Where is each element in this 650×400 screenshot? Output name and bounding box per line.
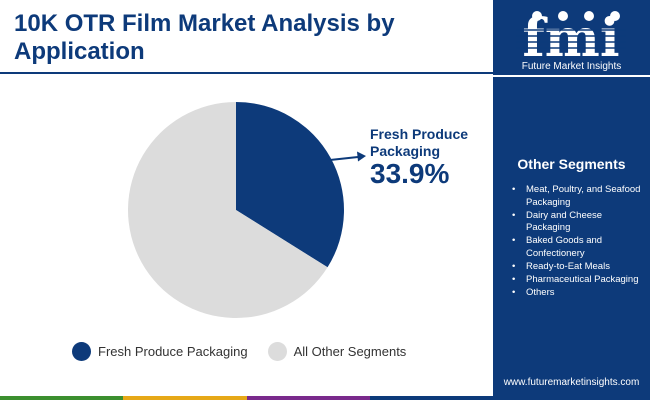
- other-segments-heading: Other Segments: [517, 156, 626, 172]
- legend-label-fresh-produce: Fresh Produce Packaging: [98, 344, 248, 359]
- legend-item-fresh-produce: Fresh Produce Packaging: [72, 342, 248, 361]
- callout-value: 33.9%: [370, 158, 450, 189]
- callout-label: Fresh Produce Packaging: [370, 126, 469, 159]
- callout-arrow-icon: [357, 151, 366, 162]
- segment-item: • Pharmaceutical Packaging: [505, 274, 645, 287]
- legend-item-all-other: All Other Segments: [267, 342, 407, 361]
- bullet-icon: •: [512, 273, 516, 285]
- segment-item: • Ready-to-Eat Meals: [505, 261, 645, 274]
- bullet-icon: •: [512, 286, 516, 298]
- segment-label: Meat, Poultry, and Seafood Packaging: [526, 184, 641, 208]
- strip-segment-3: [246, 396, 370, 400]
- strip-segment-2: [123, 396, 247, 400]
- other-segments-list: • Meat, Poultry, and Seafood Packaging • D…: [505, 184, 645, 300]
- chart-legend: Fresh Produce Packaging All Other Segmen…: [72, 342, 426, 361]
- logo-dot-1: [532, 11, 542, 21]
- fmi-logo-mark: fmi: [516, 8, 626, 62]
- logo-dot-3: [584, 11, 594, 21]
- legend-swatch-fresh-produce: [72, 342, 91, 361]
- bullet-icon: •: [512, 260, 516, 272]
- website-link[interactable]: www.futuremarketinsights.com: [503, 377, 640, 388]
- pie-slice-fresh-produce: [236, 102, 344, 268]
- strip-segment-1: [0, 396, 124, 400]
- callout-line: [329, 156, 359, 161]
- segment-label: Ready-to-Eat Meals: [526, 260, 610, 272]
- logo-dot-2: [558, 11, 568, 21]
- segment-item: • Others: [505, 287, 645, 300]
- legend-label-all-other: All Other Segments: [293, 344, 407, 359]
- strip-segment-4: [369, 396, 493, 400]
- segment-label: Dairy and Cheese Packaging: [526, 209, 603, 234]
- legend-swatch-all-other: [267, 342, 287, 361]
- bullet-icon: •: [512, 209, 516, 221]
- segment-label: Baked Goods and Confectionery: [526, 235, 603, 259]
- segment-item: • Dairy and Cheese Packaging: [505, 210, 645, 235]
- pie-slice-all-other: [127, 102, 328, 318]
- segment-item: • Baked Goods and Confectionery: [505, 235, 645, 260]
- segment-label: Others: [526, 286, 555, 298]
- segment-label: Pharmaceutical Packaging: [526, 273, 639, 285]
- segment-item: • Meat, Poultry, and Seafood Packaging: [505, 184, 645, 209]
- logo-tagline: Future Market Insights: [521, 61, 622, 72]
- bullet-icon: •: [512, 235, 516, 246]
- color-strip: [0, 396, 493, 400]
- chart-title: 10K OTR Film Market Analysis by Applicat…: [14, 10, 395, 65]
- fmi-logo: fmi Future Market Insights: [493, 6, 650, 76]
- pie-chart: [127, 102, 366, 318]
- title-divider: [0, 72, 493, 74]
- sidebar-divider: [493, 75, 650, 77]
- logo-dot-4: [610, 11, 620, 21]
- bullet-icon: •: [512, 184, 516, 195]
- sidebar: fmi Future Market Insights Other Segment…: [493, 0, 650, 400]
